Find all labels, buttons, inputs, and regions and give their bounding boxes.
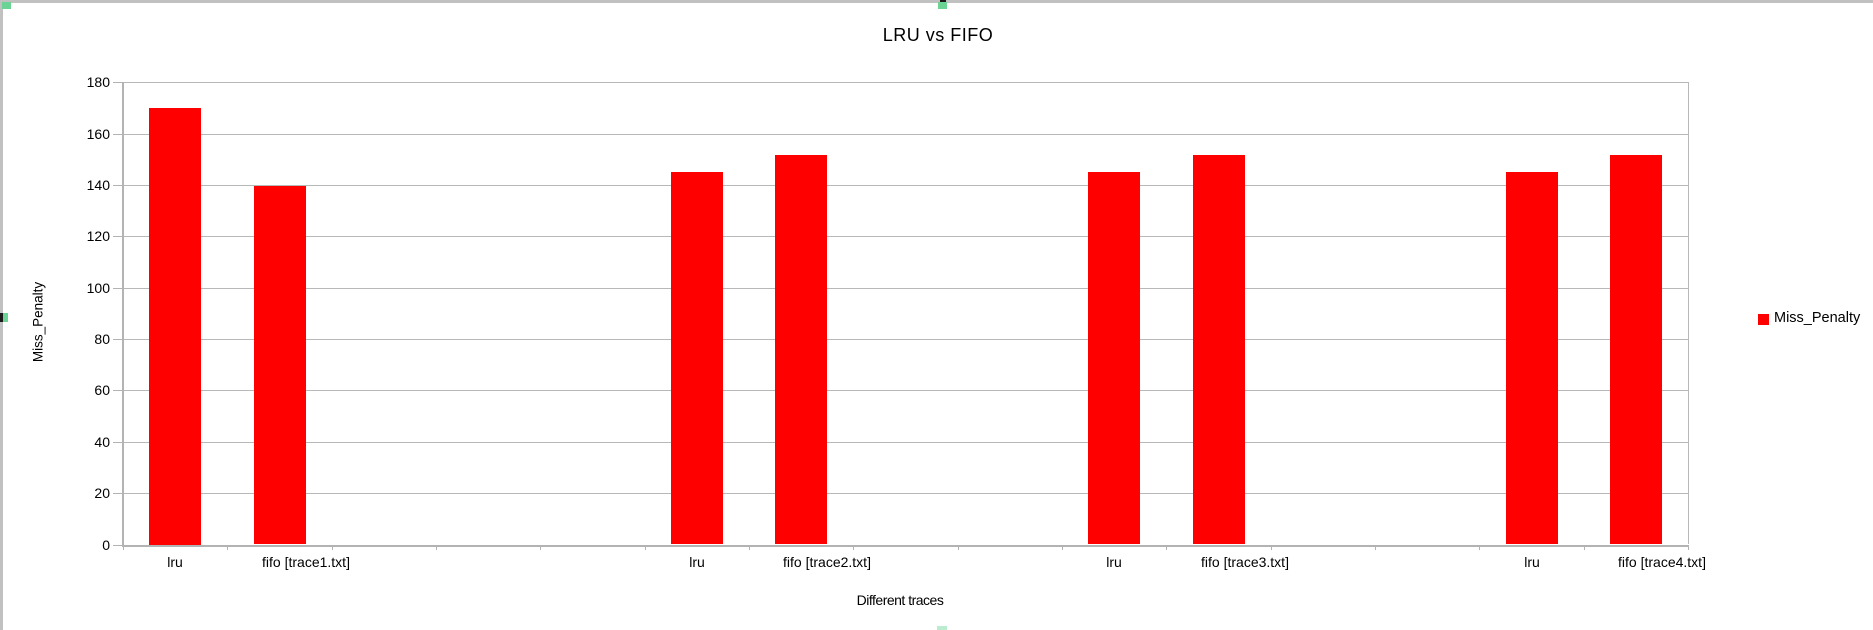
x-axis-tick-4 xyxy=(540,546,541,550)
y-gridline-20 xyxy=(124,493,1689,494)
selection-handle-left-middle-anchor xyxy=(0,313,4,322)
selection-handle-bottom-center[interactable] xyxy=(937,626,947,630)
x-category-label-c10: fifo [trace3.txt] xyxy=(1201,554,1289,570)
x-axis-tick-10 xyxy=(1166,546,1167,550)
y-tick-label-40: 40 xyxy=(94,434,110,450)
y-gridline-80 xyxy=(124,339,1689,340)
y-tick-label-20: 20 xyxy=(94,485,110,501)
x-category-label-c14: fifo [trace4.txt] xyxy=(1618,554,1706,570)
y-axis-tick-80 xyxy=(113,339,122,340)
x-axis-tick-12 xyxy=(1375,546,1376,550)
y-tick-label-120: 120 xyxy=(86,228,110,244)
x-axis-tick-9 xyxy=(1062,546,1063,550)
plot-right-border xyxy=(1688,82,1689,544)
bar-lru-c5[interactable] xyxy=(671,172,723,544)
y-axis-tick-0 xyxy=(113,545,122,546)
y-axis-tick-160 xyxy=(113,134,122,135)
y-gridline-120 xyxy=(124,236,1689,237)
y-axis-line[interactable] xyxy=(122,82,124,546)
y-axis-tick-120 xyxy=(113,236,122,237)
bar-fifo-trace2-txt-c6[interactable] xyxy=(775,155,827,544)
x-axis-title[interactable]: Different traces xyxy=(856,592,944,608)
y-tick-label-80: 80 xyxy=(94,331,110,347)
x-axis-tick-8 xyxy=(958,546,959,550)
x-category-label-c6: fifo [trace2.txt] xyxy=(783,554,871,570)
x-category-label-c13: lru xyxy=(1524,554,1540,570)
y-gridline-160 xyxy=(124,134,1689,135)
x-axis-tick-1 xyxy=(227,546,228,550)
y-axis-title[interactable]: Miss_Penalty xyxy=(30,281,46,363)
bar-lru-c0[interactable] xyxy=(149,108,201,545)
y-axis-tick-100 xyxy=(113,288,122,289)
y-tick-label-100: 100 xyxy=(86,280,110,296)
x-category-label-c5: lru xyxy=(689,554,705,570)
y-axis-tick-40 xyxy=(113,442,122,443)
x-axis-tick-6 xyxy=(749,546,750,550)
bar-fifo-trace4-txt-c14[interactable] xyxy=(1610,155,1662,544)
y-gridline-180 xyxy=(124,82,1689,83)
x-axis-tick-3 xyxy=(436,546,437,550)
x-axis-line[interactable] xyxy=(122,545,1689,547)
y-axis-tick-180 xyxy=(113,82,122,83)
y-gridline-40 xyxy=(124,442,1689,443)
x-axis-tick-2 xyxy=(332,546,333,550)
x-axis-tick-14 xyxy=(1584,546,1585,550)
y-gridline-60 xyxy=(124,390,1689,391)
x-axis-tick-0 xyxy=(123,546,124,550)
legend-swatch-miss-penalty xyxy=(1758,314,1769,325)
y-axis-tick-20 xyxy=(113,493,122,494)
selection-handle-top-center[interactable] xyxy=(938,2,947,9)
chart-frame-top-border xyxy=(0,0,1873,3)
x-axis-tick-11 xyxy=(1271,546,1272,550)
y-tick-label-0: 0 xyxy=(102,537,110,553)
selection-handle-top-left[interactable] xyxy=(2,2,11,9)
y-axis-tick-140 xyxy=(113,185,122,186)
x-axis-tick-13 xyxy=(1479,546,1480,550)
bar-lru-c13[interactable] xyxy=(1506,172,1558,544)
chart-title[interactable]: LRU vs FIFO xyxy=(882,25,994,45)
y-tick-label-140: 140 xyxy=(86,177,110,193)
x-axis-tick-5 xyxy=(645,546,646,550)
y-tick-label-60: 60 xyxy=(94,382,110,398)
bar-lru-c9[interactable] xyxy=(1088,172,1140,544)
selection-handle-left-middle[interactable] xyxy=(3,313,8,322)
y-axis-tick-60 xyxy=(113,390,122,391)
x-category-label-c9: lru xyxy=(1106,554,1122,570)
y-gridline-100 xyxy=(124,288,1689,289)
x-category-label-c0: lru xyxy=(167,554,183,570)
selection-handle-top-center-anchor xyxy=(940,0,946,3)
x-axis-tick-7 xyxy=(853,546,854,550)
legend-label: Miss_Penalty xyxy=(1774,310,1861,326)
bar-fifo-trace3-txt-c10[interactable] xyxy=(1193,155,1245,544)
y-gridline-140 xyxy=(124,185,1689,186)
bar-fifo-trace1-txt-c1[interactable] xyxy=(254,186,306,544)
y-tick-label-160: 160 xyxy=(86,126,110,142)
x-axis-tick-15 xyxy=(1688,546,1689,550)
x-category-label-c1: fifo [trace1.txt] xyxy=(262,554,350,570)
y-tick-label-180: 180 xyxy=(86,74,110,90)
